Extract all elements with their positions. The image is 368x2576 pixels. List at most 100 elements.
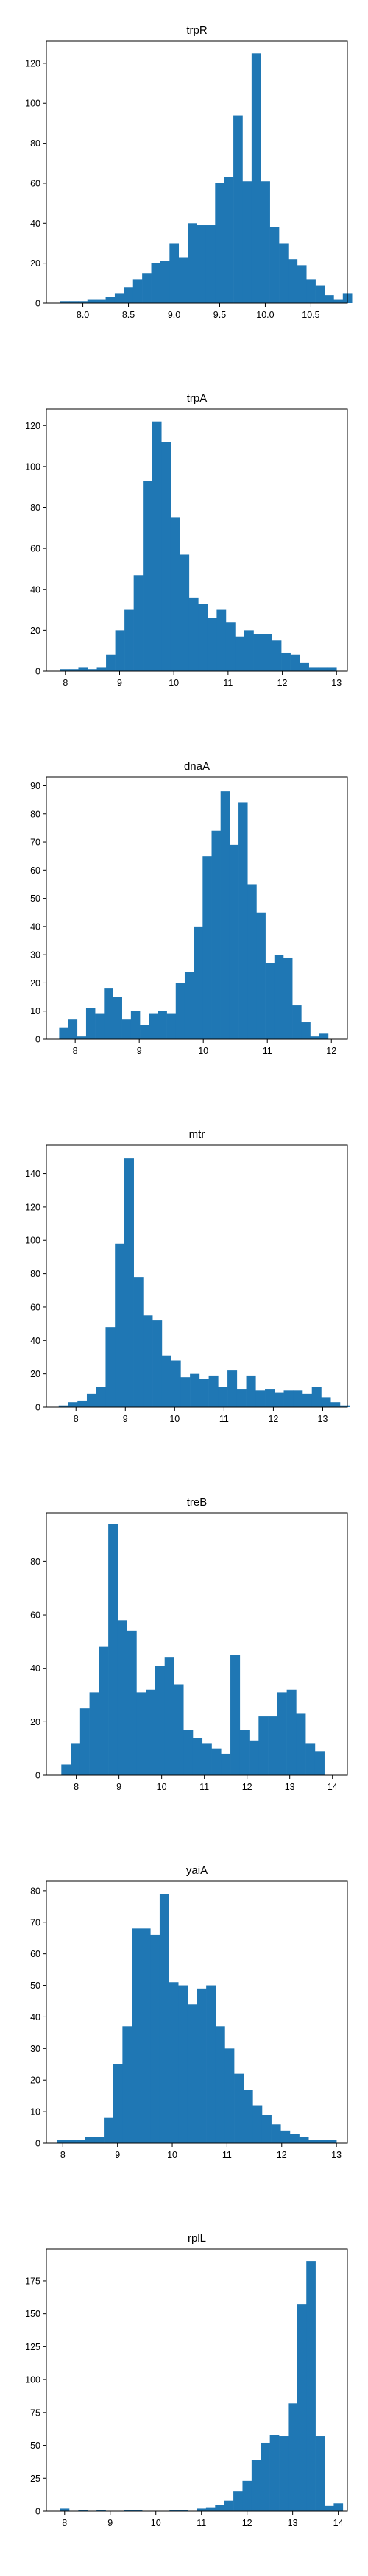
histogram-bar [117,1620,127,1775]
histogram-bar [274,955,284,1039]
histogram-bar [143,481,152,671]
histogram-bar [161,442,171,671]
histogram-bar [215,2505,224,2511]
histogram-bar [158,1011,167,1039]
histogram-bar [183,1730,194,1775]
histogram-bar [330,1402,341,1407]
histogram-bar [96,1387,106,1407]
y-tick-label: 60 [30,1610,40,1621]
histogram-bar [205,225,216,303]
histogram-bar [105,1327,116,1407]
histogram-bar [89,1692,99,1775]
histogram-bar [188,223,197,303]
histogram-bar [224,2048,235,2143]
histogram-bar [269,2435,280,2511]
histogram-bar [169,1982,179,2143]
y-tick-label: 40 [30,219,40,229]
histogram-bar [143,1315,153,1407]
histogram-bar [292,1005,302,1039]
histogram-bar [319,1033,329,1039]
y-tick-label: 0 [35,2139,40,2149]
histogram-bar [96,299,106,303]
y-tick-label: 80 [30,138,40,149]
histogram-bar [289,2134,300,2143]
histogram-bar [300,662,309,672]
histogram-bar [265,963,275,1039]
histogram-bar [58,1405,68,1407]
histogram-bar [77,1400,88,1407]
histogram-bar [115,630,125,672]
x-tick-label: 11 [263,1046,272,1056]
histogram-bar [180,554,190,671]
histogram-bar [198,604,208,671]
histogram-bar [136,1692,146,1775]
histogram-bar [155,1666,165,1775]
histogram-bar [215,2026,225,2143]
histogram-bar [61,1764,71,1775]
chart-title: trpR [186,24,208,37]
histogram-bar [68,301,79,303]
x-tick-label: 11 [222,2150,232,2160]
y-tick-label: 60 [30,544,40,554]
histogram-bar [127,1630,137,1775]
histogram-bar [229,844,239,1039]
y-tick-label: 60 [30,866,40,876]
histogram-bar [146,1689,156,1775]
y-tick-label: 10 [30,2107,40,2117]
y-tick-label: 40 [30,584,40,595]
x-tick-label: 9 [107,2518,113,2528]
y-tick-label: 100 [25,99,40,109]
y-tick-label: 120 [25,421,40,431]
histogram-bar [108,1524,118,1775]
histogram-bar [164,1657,174,1775]
x-tick-label: 8 [60,2150,66,2160]
histogram-bar [78,667,88,671]
y-tick-label: 20 [30,626,40,636]
histogram-bar [327,667,337,671]
histogram-bar [194,926,203,1039]
histogram-bar [317,2140,328,2143]
y-tick-label: 140 [25,1169,40,1179]
histogram-bar [94,2137,105,2143]
y-tick-label: 20 [30,978,40,988]
y-tick-label: 40 [30,921,40,932]
histogram-bar [225,622,236,671]
chart-panel-trpr: trpR 8.0 8.5 9.0 9.5 10.0 10.5 0 20 40 60 80 100 120 [25,24,353,320]
histogram-bar [333,2503,344,2511]
x-tick-label: 10 [167,2150,177,2160]
histogram-bar [283,1390,294,1407]
y-tick-label: 60 [30,1949,40,1959]
x-tick-label: 12 [277,2150,287,2160]
histogram-bar [133,575,144,671]
x-tick-label: 11 [199,1782,209,1792]
histogram-bar [314,1751,325,1775]
x-tick-label: 12 [277,678,288,688]
histogram-bar [88,669,97,671]
histogram-bar [211,1748,222,1775]
histogram-bar [188,597,199,672]
histogram-bar [77,1036,87,1039]
x-tick-label: 13 [318,1414,328,1424]
histogram-bar [234,2073,244,2143]
histogram-bar [152,421,162,671]
histogram-bar [281,652,291,671]
histogram-bar [325,295,334,303]
histogram-bar [290,654,300,671]
chart-title: mtr [189,1128,205,1141]
y-tick-label: 50 [30,1981,40,1991]
histogram-bar [180,1377,191,1407]
y-tick-label: 70 [30,838,40,848]
histogram-bar [202,856,212,1039]
histogram-bar [255,1390,266,1407]
x-tick-label: 10 [169,1414,180,1424]
chart-title: yaiA [186,1864,208,1877]
histogram-bar [239,1730,250,1775]
histogram-bar [235,636,245,671]
y-tick-label: 100 [25,461,40,472]
histogram-bar [321,1397,331,1407]
histogram-bar [60,301,70,303]
y-tick-label: 30 [30,950,40,960]
y-tick-label: 175 [25,2276,40,2286]
histogram-bar [216,609,227,671]
